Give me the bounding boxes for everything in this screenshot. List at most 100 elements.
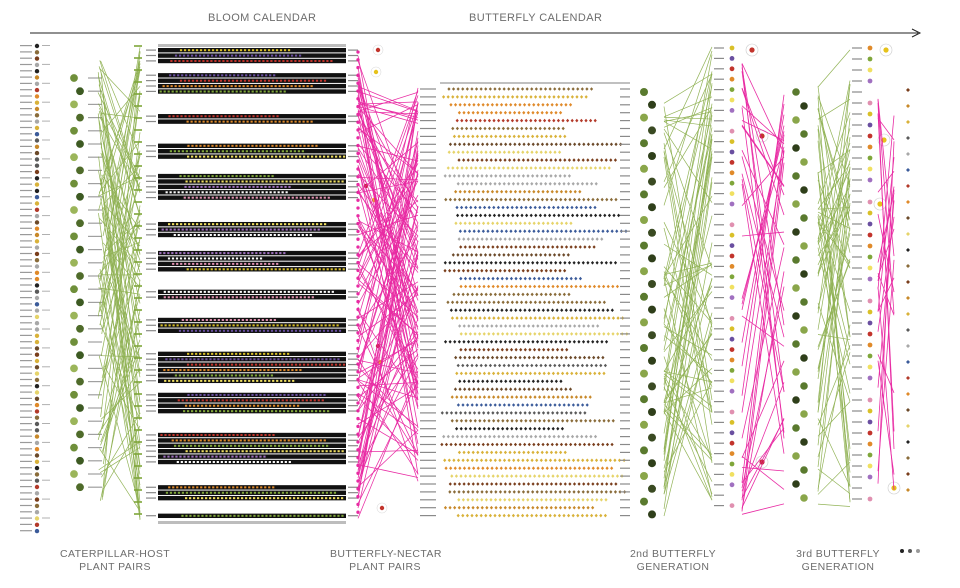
bloom-mark (224, 49, 226, 51)
butterfly-mark (462, 293, 465, 297)
bloom-mark (331, 364, 333, 366)
bloom-mark (317, 180, 319, 182)
plant-thumb (868, 145, 873, 150)
butterfly-mark (500, 190, 503, 194)
bloom-mark (283, 410, 285, 412)
butterfly-mark (482, 190, 485, 194)
butterfly-mark (573, 143, 576, 147)
butterfly-mark (565, 411, 568, 415)
bloom-mark (241, 497, 243, 499)
link-node (357, 417, 360, 420)
bloom-mark (302, 492, 304, 494)
bloom-mark (312, 223, 314, 225)
bloom-mark (329, 497, 331, 499)
butterfly-mark (497, 166, 500, 170)
butterfly-mark (597, 443, 600, 447)
butterfly-label (420, 325, 436, 326)
bloom-mark (305, 324, 307, 326)
bloom-mark (329, 515, 331, 517)
bloom-mark (235, 145, 237, 147)
bloom-mark (234, 191, 236, 193)
species-label (852, 179, 862, 180)
pagination-dot[interactable] (900, 549, 904, 553)
bloom-mark (310, 60, 312, 62)
butterfly-mark (490, 143, 493, 147)
caterpillar-thumb (35, 195, 39, 199)
bloom-mark (229, 324, 231, 326)
bloom-mark (208, 80, 210, 82)
pagination-dots-icon[interactable] (900, 548, 926, 556)
bloom-mark (199, 353, 201, 355)
bloom-mark (204, 263, 206, 265)
butterfly-mark (503, 459, 506, 463)
bloom-mark (262, 229, 264, 231)
plant-label (348, 181, 358, 182)
butterfly-mark (530, 435, 533, 439)
bloom-mark (268, 223, 270, 225)
butterfly-mark (576, 87, 579, 91)
butterfly-mark (543, 316, 546, 320)
bloom-mark (266, 191, 268, 193)
butterfly-mark (540, 498, 543, 502)
bloom-mark (268, 486, 270, 488)
butterfly-mark (565, 229, 568, 233)
bloom-mark (311, 394, 313, 396)
bloom-mark (221, 74, 223, 76)
bloom-mark (302, 234, 304, 236)
link-node (357, 199, 360, 202)
bloom-mark (248, 486, 250, 488)
butterfly-mark (499, 198, 502, 202)
bloom-mark (263, 394, 265, 396)
bloom-mark (240, 197, 242, 199)
bloom-mark (254, 150, 256, 152)
butterfly-mark (554, 340, 557, 344)
butterfly-label (620, 302, 630, 303)
butterfly-mark (571, 166, 574, 170)
bloom-mark (233, 405, 235, 407)
pagination-dot[interactable] (908, 549, 912, 553)
plant-label (88, 209, 102, 210)
bloom-mark (223, 456, 225, 458)
species-label (20, 234, 32, 235)
butterfly-mark (456, 301, 459, 305)
butterfly-mark (566, 301, 569, 305)
bloom-mark (300, 291, 302, 293)
bloom-mark (223, 175, 225, 177)
butterfly-mark (515, 395, 518, 399)
bloom-mark (320, 291, 322, 293)
butterfly-mark (570, 395, 573, 399)
bloom-mark (235, 364, 237, 366)
butterfly-mark (491, 245, 494, 249)
butterfly-mark (518, 190, 521, 194)
butterfly-mark (589, 206, 592, 210)
species-label (42, 253, 50, 254)
butterfly-mark (470, 87, 473, 91)
butterfly-mark (560, 222, 563, 226)
bloom-mark (259, 175, 261, 177)
butterfly-mark (579, 395, 582, 399)
caterpillar-thumb (35, 126, 39, 130)
bloom-mark (212, 296, 214, 298)
bloom-mark (194, 399, 196, 401)
butterfly-label (620, 286, 630, 287)
bloom-mark (234, 450, 236, 452)
bloom-mark (291, 410, 293, 412)
butterfly-mark (591, 158, 594, 162)
plant-label (146, 258, 156, 259)
bloom-mark (183, 456, 185, 458)
bloom-mark (201, 324, 203, 326)
bloom-mark (194, 150, 196, 152)
butterfly-mark (605, 158, 608, 162)
butterfly-mark (530, 403, 533, 407)
link-node (357, 402, 360, 405)
butterfly-mark (582, 490, 585, 494)
pagination-dot[interactable] (916, 549, 920, 553)
butterfly-mark (529, 316, 532, 320)
butterfly-mark (472, 324, 475, 328)
bloom-mark (259, 268, 261, 270)
butterfly-mark (557, 119, 560, 123)
butterfly-mark (468, 411, 471, 415)
butterfly-mark (539, 95, 542, 99)
bloom-mark (236, 197, 238, 199)
butterfly-mark (552, 301, 555, 305)
